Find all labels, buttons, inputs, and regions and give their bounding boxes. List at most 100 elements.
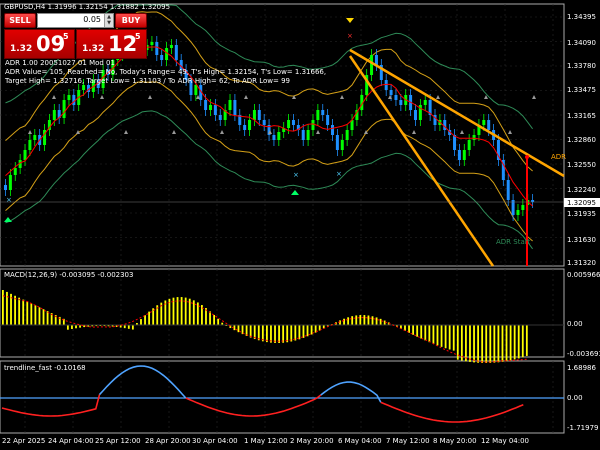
macd-bar bbox=[294, 325, 297, 341]
adr-start-label: ADR Start bbox=[496, 238, 531, 246]
candle bbox=[18, 160, 22, 168]
candle bbox=[267, 125, 271, 135]
candle bbox=[399, 100, 403, 105]
fractal-icon bbox=[340, 95, 344, 99]
candle bbox=[223, 110, 227, 120]
candle bbox=[8, 175, 12, 190]
macd-bar bbox=[103, 325, 106, 327]
sell-button[interactable]: SELL bbox=[4, 13, 36, 28]
svg-text:×: × bbox=[6, 196, 12, 204]
trendline-oscillator bbox=[1, 365, 524, 423]
signal-arrow-icon bbox=[4, 217, 12, 222]
price-tick: 1.33165 bbox=[567, 112, 596, 120]
macd-bar bbox=[339, 320, 341, 325]
time-tick: 6 May 04:00 bbox=[338, 437, 382, 445]
macd-bar bbox=[196, 302, 199, 325]
fractal-icon bbox=[124, 130, 128, 134]
candle bbox=[57, 110, 61, 118]
price-tick: 1.31935 bbox=[567, 210, 596, 218]
fractal-icon bbox=[460, 130, 464, 134]
candle bbox=[204, 100, 208, 110]
macd-bar bbox=[115, 325, 118, 327]
macd-bar bbox=[221, 322, 224, 325]
macd-bar bbox=[383, 320, 386, 325]
svg-text:×: × bbox=[293, 171, 299, 179]
candle bbox=[33, 135, 37, 140]
macd-bar bbox=[140, 319, 142, 325]
candle bbox=[462, 150, 466, 160]
candle bbox=[252, 110, 256, 120]
fractal-icon bbox=[316, 130, 320, 134]
candle bbox=[360, 95, 364, 110]
macd-bar bbox=[42, 309, 45, 325]
candle bbox=[243, 125, 247, 130]
fractal-icon bbox=[436, 95, 440, 99]
macd-bar bbox=[54, 315, 57, 325]
candle bbox=[516, 210, 520, 215]
candle bbox=[531, 200, 535, 202]
macd-bar bbox=[6, 291, 8, 325]
candle bbox=[326, 115, 330, 125]
candle bbox=[165, 48, 169, 60]
macd-bar bbox=[95, 325, 98, 327]
fractal-icon bbox=[100, 95, 104, 99]
fractal-icon bbox=[508, 130, 512, 134]
macd-bar bbox=[371, 316, 374, 325]
candle bbox=[67, 95, 71, 100]
adr-label: ADR bbox=[551, 153, 567, 161]
macd-bar bbox=[26, 301, 29, 325]
candle bbox=[506, 180, 510, 200]
price-tick: 1.31630 bbox=[567, 236, 596, 244]
macd-bar bbox=[270, 325, 272, 343]
candle bbox=[155, 42, 159, 55]
candle bbox=[218, 115, 222, 120]
macd-bar bbox=[465, 325, 467, 362]
lot-stepper-icon[interactable]: ▲ ▼ bbox=[104, 14, 113, 27]
macd-tick: 0.005966 bbox=[567, 271, 600, 279]
macd-signal-line bbox=[2, 295, 527, 363]
candle bbox=[233, 100, 237, 115]
candle bbox=[291, 120, 295, 125]
candle bbox=[374, 55, 378, 65]
one-click-trading-panel: SELL 0.05 ▲ ▼ BUY 1.32 09 5 1.32 12 5 bbox=[4, 13, 147, 59]
time-tick: 28 Apr 20:00 bbox=[145, 437, 191, 445]
macd-bar bbox=[75, 325, 77, 329]
fractal-icon bbox=[484, 95, 488, 99]
candle bbox=[477, 125, 481, 135]
candle bbox=[355, 110, 359, 120]
candle bbox=[511, 200, 515, 215]
candle bbox=[521, 205, 525, 210]
buy-button[interactable]: BUY bbox=[115, 13, 147, 28]
time-tick: 12 May 04:00 bbox=[481, 437, 530, 445]
macd-bar bbox=[249, 325, 252, 338]
macd-bar bbox=[99, 325, 102, 327]
candle bbox=[423, 100, 427, 105]
candle bbox=[184, 70, 188, 80]
price-tick: 1.33780 bbox=[567, 62, 596, 70]
macd-bar bbox=[436, 325, 439, 346]
candle bbox=[28, 140, 32, 150]
candle bbox=[301, 130, 305, 140]
macd-bar bbox=[509, 325, 512, 361]
candle bbox=[160, 55, 164, 60]
candle bbox=[277, 132, 281, 140]
macd-bar bbox=[176, 297, 179, 325]
sell-price-big: 09 bbox=[36, 32, 66, 56]
sell-price-box[interactable]: 1.32 09 5 bbox=[4, 29, 75, 59]
macd-bar bbox=[14, 295, 16, 325]
buy-price-sup: 5 bbox=[135, 32, 141, 41]
macd-bar bbox=[205, 308, 207, 325]
macd-bar bbox=[79, 325, 81, 328]
candle bbox=[272, 135, 276, 140]
macd-bar bbox=[521, 325, 524, 358]
oscillator-line bbox=[1, 394, 101, 417]
macd-bar bbox=[347, 317, 350, 325]
candle bbox=[433, 115, 437, 125]
fractal-icon bbox=[244, 95, 248, 99]
candle bbox=[194, 85, 198, 95]
candle bbox=[467, 140, 471, 150]
macd-bar bbox=[144, 315, 146, 325]
lot-size-input[interactable]: 0.05 ▲ ▼ bbox=[37, 13, 114, 28]
buy-price-box[interactable]: 1.32 12 5 bbox=[76, 29, 147, 59]
macd-bar bbox=[18, 297, 21, 325]
